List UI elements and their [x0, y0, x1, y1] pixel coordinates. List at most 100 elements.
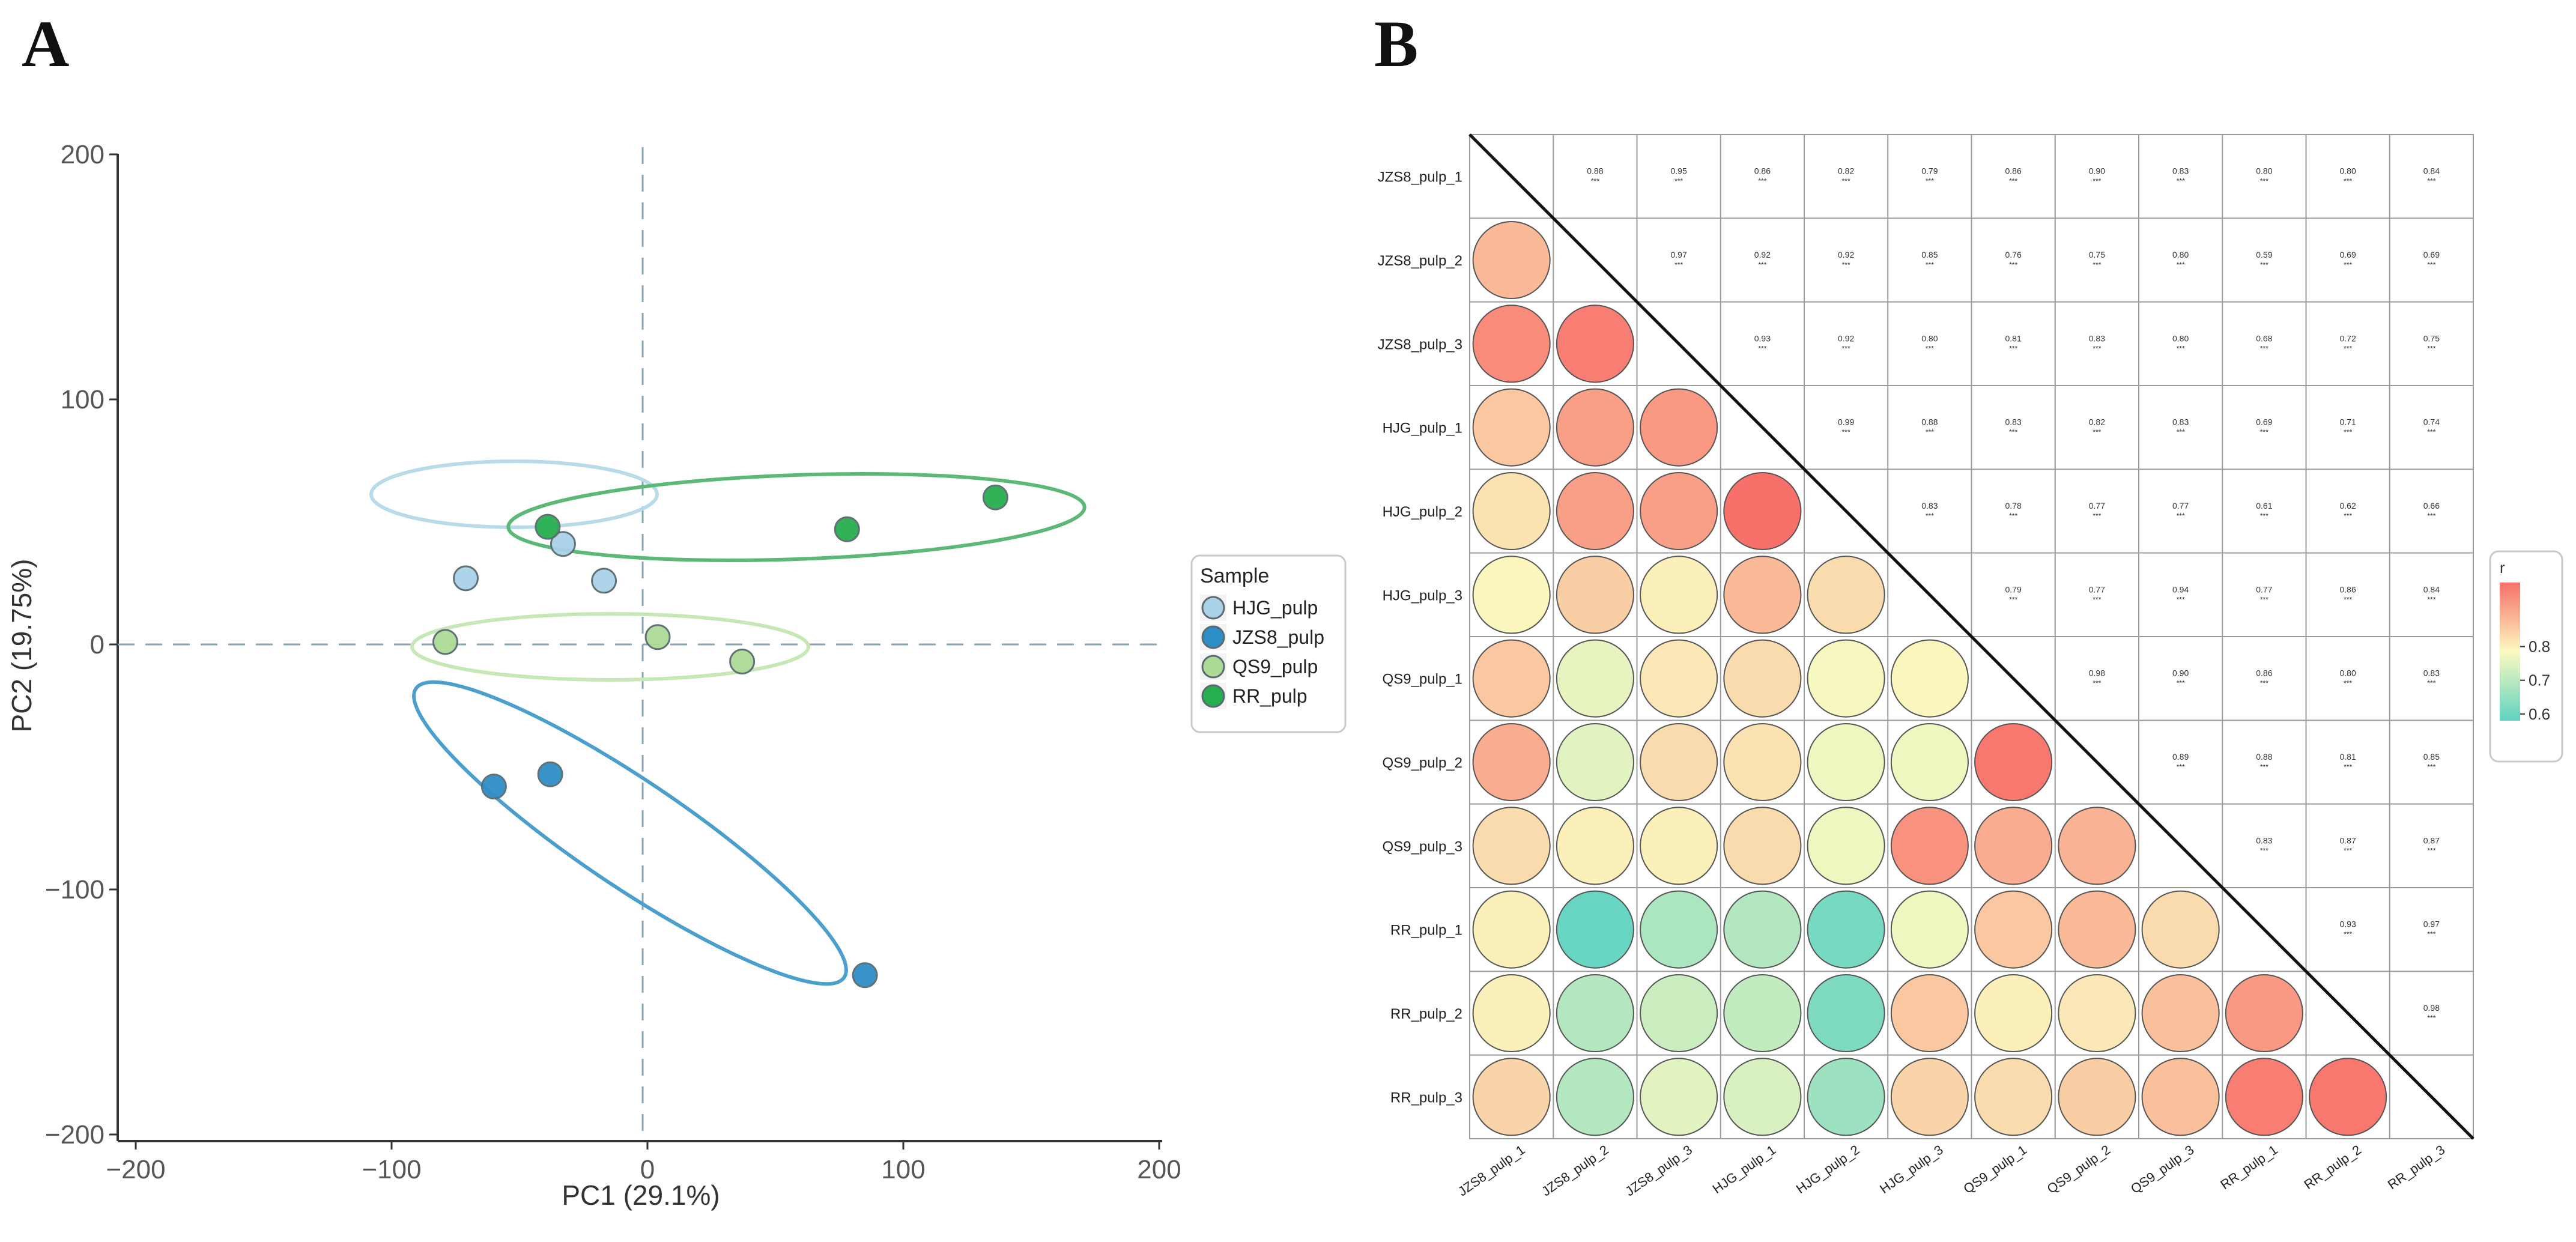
corr-circle — [1640, 639, 1718, 718]
corr-value: 0.90 — [2172, 668, 2189, 678]
row-label: JZS8_pulp_2 — [1378, 253, 1462, 269]
corr-value: 0.92 — [1754, 250, 1771, 259]
x-tick-label: −100 — [362, 1155, 421, 1184]
corr-significance: *** — [2093, 261, 2101, 269]
corr-significance: *** — [1758, 261, 1766, 269]
corr-significance: *** — [2093, 177, 2101, 186]
corr-circle — [1472, 220, 1551, 300]
corr-significance: *** — [2009, 344, 2017, 353]
corr-value: 0.85 — [2423, 752, 2440, 762]
corr-circle — [1723, 471, 1802, 551]
corr-significance: *** — [2344, 763, 2352, 771]
row-label: HJG_pulp_2 — [1383, 504, 1462, 520]
corr-circle — [1472, 388, 1551, 467]
corr-significance: *** — [2427, 679, 2435, 688]
corr-significance: *** — [2344, 512, 2352, 520]
colorbar-tick-label: 0.6 — [2529, 705, 2550, 723]
corr-value: 0.69 — [2423, 250, 2440, 259]
corr-circle — [1723, 639, 1802, 718]
colorbar-tick-label: 0.8 — [2529, 638, 2550, 656]
corr-significance: *** — [2344, 428, 2352, 437]
corr-value: 0.93 — [2340, 919, 2356, 929]
corr-circle — [2225, 1058, 2303, 1136]
colorbar-tick-label: 0.7 — [2529, 671, 2550, 689]
corr-significance: *** — [2260, 177, 2268, 186]
corr-circle — [1807, 556, 1885, 634]
legend-box — [1190, 554, 1347, 733]
corr-value: 0.85 — [1921, 250, 1938, 259]
ellipse-rr — [506, 472, 1086, 562]
corr-circle — [1472, 890, 1551, 969]
corr-significance: *** — [1842, 177, 1850, 186]
y-axis-label: PC2 (19.75%) — [6, 559, 37, 733]
corr-significance: *** — [2177, 428, 2185, 437]
corr-significance: *** — [2344, 930, 2352, 939]
corr-significance: *** — [2177, 679, 2185, 688]
corr-significance: *** — [2177, 261, 2185, 269]
corr-significance: *** — [1926, 512, 1934, 520]
corr-value: 0.66 — [2423, 501, 2440, 510]
corr-circle — [1640, 890, 1718, 969]
corr-significance: *** — [2260, 344, 2268, 353]
corr-circle — [2058, 1058, 2136, 1136]
row-label: RR_pulp_1 — [1390, 922, 1462, 939]
column-label: HJG_pulp_3 — [1877, 1142, 1946, 1197]
corr-significance: *** — [2427, 595, 2435, 604]
row-labels: JZS8_pulp_1 JZS8_pulp_2 JZS8_pulp_3 HJG_pul… — [1378, 169, 1462, 1106]
corr-significance: *** — [2344, 846, 2352, 855]
corr-value: 0.69 — [2340, 250, 2356, 259]
corr-significance: *** — [1926, 177, 1934, 186]
corr-circle — [2058, 974, 2136, 1053]
corr-significance: *** — [1674, 261, 1683, 269]
y-tick-label: 100 — [61, 385, 105, 414]
corr-significance: *** — [2177, 344, 2185, 353]
corr-circle — [1556, 807, 1634, 885]
corr-significance: *** — [2260, 428, 2268, 437]
corr-value: 0.92 — [1838, 250, 1854, 259]
legend-label-qs9_pulp: QS9_pulp — [1232, 656, 1318, 677]
corr-value: 0.59 — [2256, 250, 2272, 259]
corr-circle — [1974, 722, 2053, 802]
colorbar-title: r — [2500, 559, 2505, 577]
corr-circle — [1723, 722, 1802, 802]
legend-label-jzs8_pulp: JZS8_pulp — [1232, 626, 1324, 648]
corr-value: 0.90 — [2089, 166, 2105, 176]
corr-value: 0.92 — [1838, 333, 1854, 343]
corr-significance: *** — [1926, 344, 1934, 353]
corr-circle — [1890, 890, 1969, 969]
corr-significance: *** — [2260, 846, 2268, 855]
corr-value: 0.80 — [2172, 333, 2189, 343]
corr-value: 0.82 — [1838, 166, 1854, 176]
corr-significance: *** — [2093, 512, 2101, 520]
corr-significance: *** — [2260, 595, 2268, 604]
corr-significance: *** — [2260, 679, 2268, 688]
corr-significance: *** — [2427, 930, 2435, 939]
corr-value: 0.77 — [2089, 501, 2105, 510]
corr-significance: *** — [2177, 177, 2185, 186]
row-label: RR_pulp_2 — [1390, 1006, 1462, 1022]
corr-value: 0.93 — [1754, 333, 1771, 343]
diagonal-line — [1468, 133, 2474, 1140]
point-rr_pulp — [982, 484, 1008, 510]
corr-significance: *** — [2260, 763, 2268, 771]
corr-significance: *** — [2427, 177, 2435, 186]
corr-significance: *** — [2009, 177, 2017, 186]
corr-significance: *** — [2009, 512, 2017, 520]
column-label: HJG_pulp_1 — [1710, 1142, 1779, 1197]
corr-significance: *** — [1758, 177, 1766, 186]
x-tick-label: 100 — [881, 1155, 925, 1184]
x-axis-label: PC1 (29.1%) — [562, 1180, 720, 1211]
corr-value: 0.83 — [2172, 417, 2189, 427]
corr-value: 0.77 — [2172, 501, 2189, 510]
corr-circle — [1890, 974, 1969, 1053]
point-jzs8_pulp — [537, 761, 563, 787]
corr-circle — [1723, 1058, 1802, 1136]
corr-significance: *** — [2344, 261, 2352, 269]
corr-value: 0.83 — [2256, 835, 2272, 845]
corr-value: 0.77 — [2256, 584, 2272, 594]
colorbar-ticks: 0.8 0.7 0.6 — [2520, 638, 2550, 723]
corr-value: 0.68 — [2256, 333, 2272, 343]
legend-marker-hjg_pulp — [1201, 596, 1225, 620]
corr-circle — [1640, 388, 1718, 467]
pca-points — [432, 484, 1008, 989]
